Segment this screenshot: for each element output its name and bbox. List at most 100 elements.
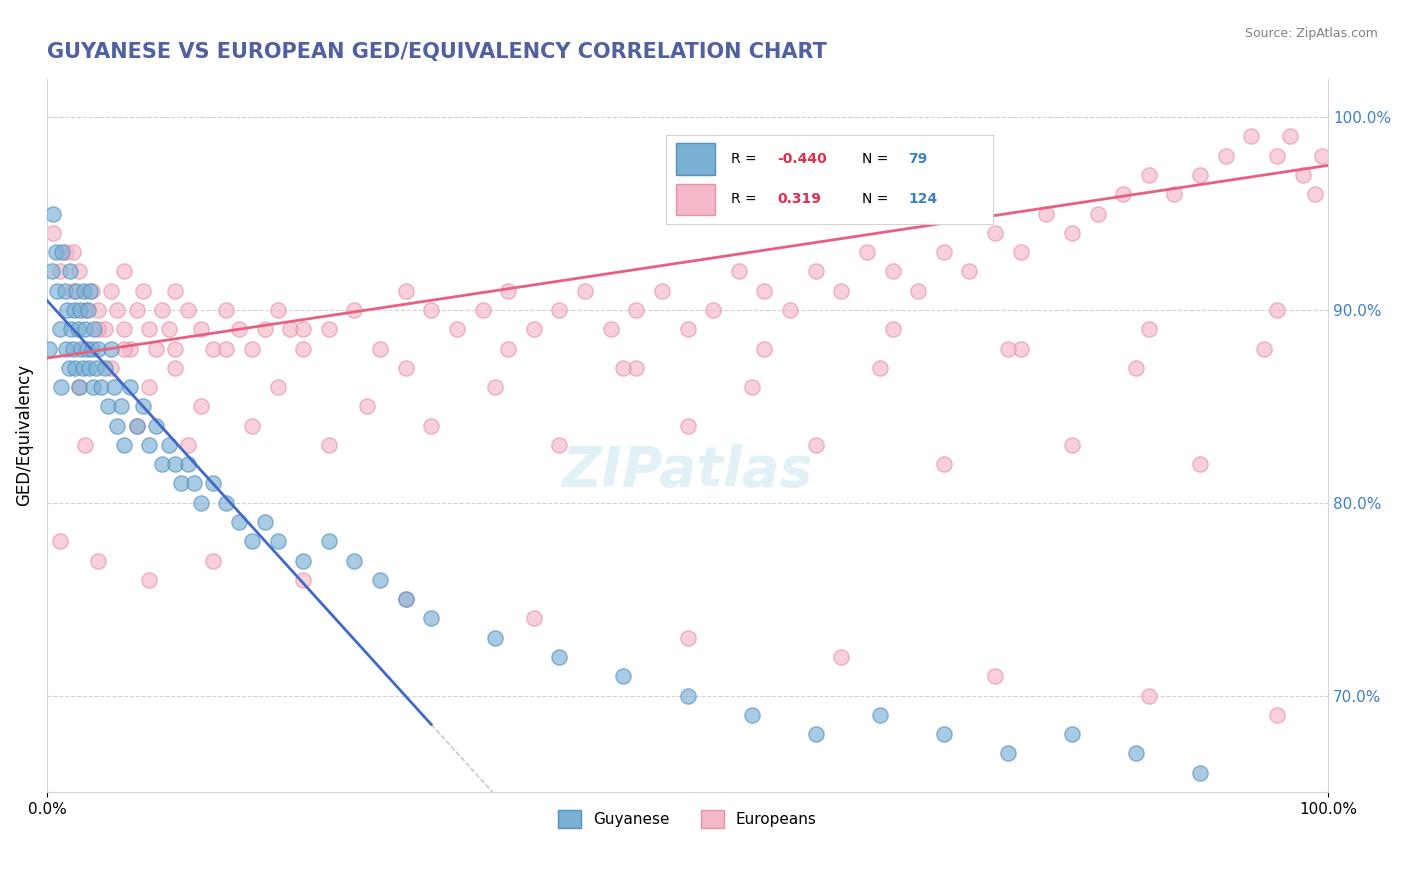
Point bbox=[754, 284, 776, 298]
Point bbox=[163, 342, 186, 356]
Point bbox=[882, 322, 904, 336]
Point bbox=[72, 360, 94, 375]
Point bbox=[318, 438, 340, 452]
Point bbox=[105, 418, 128, 433]
Point bbox=[626, 302, 648, 317]
Point bbox=[138, 380, 160, 394]
Point bbox=[278, 322, 301, 336]
Point bbox=[343, 553, 366, 567]
Point bbox=[869, 360, 891, 375]
Text: R =: R = bbox=[731, 152, 762, 166]
Point bbox=[103, 380, 125, 394]
Point bbox=[804, 264, 827, 278]
Point bbox=[1125, 360, 1147, 375]
Point bbox=[215, 496, 238, 510]
Point bbox=[170, 476, 193, 491]
Text: Source: ZipAtlas.com: Source: ZipAtlas.com bbox=[1244, 27, 1378, 40]
Point bbox=[754, 342, 776, 356]
Point bbox=[75, 322, 97, 336]
Point bbox=[343, 302, 366, 317]
Point bbox=[471, 302, 494, 317]
Point bbox=[612, 669, 634, 683]
Point bbox=[779, 302, 801, 317]
Point bbox=[548, 302, 571, 317]
Point bbox=[138, 573, 160, 587]
Point bbox=[240, 418, 263, 433]
Point bbox=[120, 342, 142, 356]
Point bbox=[77, 302, 100, 317]
Point bbox=[93, 322, 115, 336]
Point bbox=[676, 689, 699, 703]
Point bbox=[1060, 226, 1083, 240]
Point bbox=[163, 360, 186, 375]
Point bbox=[1278, 129, 1301, 144]
Point bbox=[60, 322, 83, 336]
Point bbox=[1010, 342, 1032, 356]
Point bbox=[67, 380, 90, 394]
Point bbox=[202, 476, 225, 491]
Point bbox=[150, 457, 173, 471]
Point bbox=[420, 418, 443, 433]
Point bbox=[157, 438, 180, 452]
Point bbox=[395, 592, 418, 607]
Point bbox=[87, 553, 110, 567]
Point bbox=[932, 727, 955, 741]
Text: 79: 79 bbox=[908, 152, 927, 166]
Point bbox=[190, 496, 212, 510]
Point bbox=[75, 438, 97, 452]
Point bbox=[80, 284, 103, 298]
Point bbox=[1240, 129, 1263, 144]
Point bbox=[1137, 322, 1160, 336]
Point bbox=[177, 457, 200, 471]
Point bbox=[292, 553, 315, 567]
Point bbox=[93, 360, 115, 375]
Point bbox=[100, 360, 122, 375]
Point bbox=[548, 650, 571, 665]
Point bbox=[132, 400, 155, 414]
Point bbox=[120, 380, 142, 394]
Point bbox=[112, 264, 135, 278]
Point bbox=[727, 264, 749, 278]
Point bbox=[240, 342, 263, 356]
Point bbox=[266, 534, 288, 549]
Point bbox=[420, 302, 443, 317]
Point bbox=[1137, 689, 1160, 703]
Point bbox=[395, 592, 418, 607]
Point bbox=[53, 284, 76, 298]
Point bbox=[856, 245, 879, 260]
Point bbox=[51, 245, 73, 260]
Point bbox=[446, 322, 468, 336]
Point bbox=[420, 611, 443, 625]
Point bbox=[1060, 438, 1083, 452]
Point bbox=[138, 322, 160, 336]
Point bbox=[1163, 187, 1185, 202]
Point bbox=[523, 322, 546, 336]
Point bbox=[548, 438, 571, 452]
Point bbox=[55, 245, 77, 260]
Text: N =: N = bbox=[862, 152, 893, 166]
Point bbox=[125, 418, 148, 433]
Point bbox=[177, 438, 200, 452]
Point bbox=[190, 322, 212, 336]
Point bbox=[63, 360, 86, 375]
Point bbox=[496, 284, 519, 298]
Point bbox=[1010, 245, 1032, 260]
Point bbox=[804, 438, 827, 452]
Point bbox=[395, 360, 418, 375]
Point bbox=[73, 284, 96, 298]
Point bbox=[1253, 342, 1275, 356]
Point bbox=[80, 342, 103, 356]
Point bbox=[38, 342, 60, 356]
Point bbox=[62, 245, 84, 260]
Point bbox=[150, 302, 173, 317]
Point bbox=[626, 360, 648, 375]
Point bbox=[318, 322, 340, 336]
Point bbox=[202, 342, 225, 356]
Point bbox=[1188, 457, 1211, 471]
Point bbox=[138, 438, 160, 452]
Point bbox=[202, 553, 225, 567]
Point bbox=[84, 360, 107, 375]
Point bbox=[484, 380, 506, 394]
Point bbox=[41, 264, 63, 278]
Point bbox=[997, 342, 1019, 356]
